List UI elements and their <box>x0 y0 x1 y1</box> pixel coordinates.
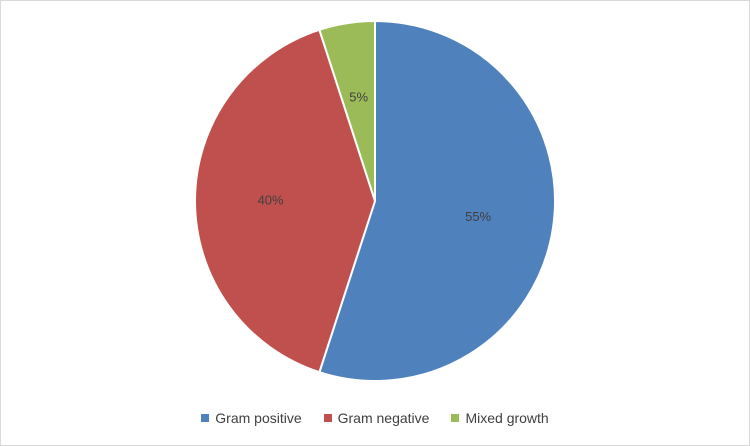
legend-item-gram-positive: Gram positive <box>201 410 302 426</box>
data-label-gram-positive: 55% <box>465 209 491 224</box>
data-label-mixed-growth: 5% <box>349 89 368 104</box>
legend-swatch-mixed-growth <box>451 414 460 422</box>
data-label-gram-negative: 40% <box>258 192 284 207</box>
legend-label-mixed-growth: Mixed growth <box>465 410 549 426</box>
legend-item-gram-negative: Gram negative <box>323 410 430 426</box>
legend-label-gram-negative: Gram negative <box>337 410 430 426</box>
pie-data-labels: 55% 40% 5% <box>258 89 492 223</box>
legend-swatch-gram-positive <box>201 414 210 422</box>
pie-slice-mixed-growth <box>318 19 376 202</box>
pie-slice-gram-positive <box>318 19 556 382</box>
legend-swatch-gram-negative <box>323 414 332 422</box>
pie-slice-gram-negative <box>194 28 377 374</box>
legend-label-gram-positive: Gram positive <box>215 410 302 426</box>
legend-item-mixed-growth: Mixed growth <box>451 410 549 426</box>
pie-slices <box>194 19 556 382</box>
legend: Gram positive Gram negative Mixed growth <box>0 408 750 428</box>
